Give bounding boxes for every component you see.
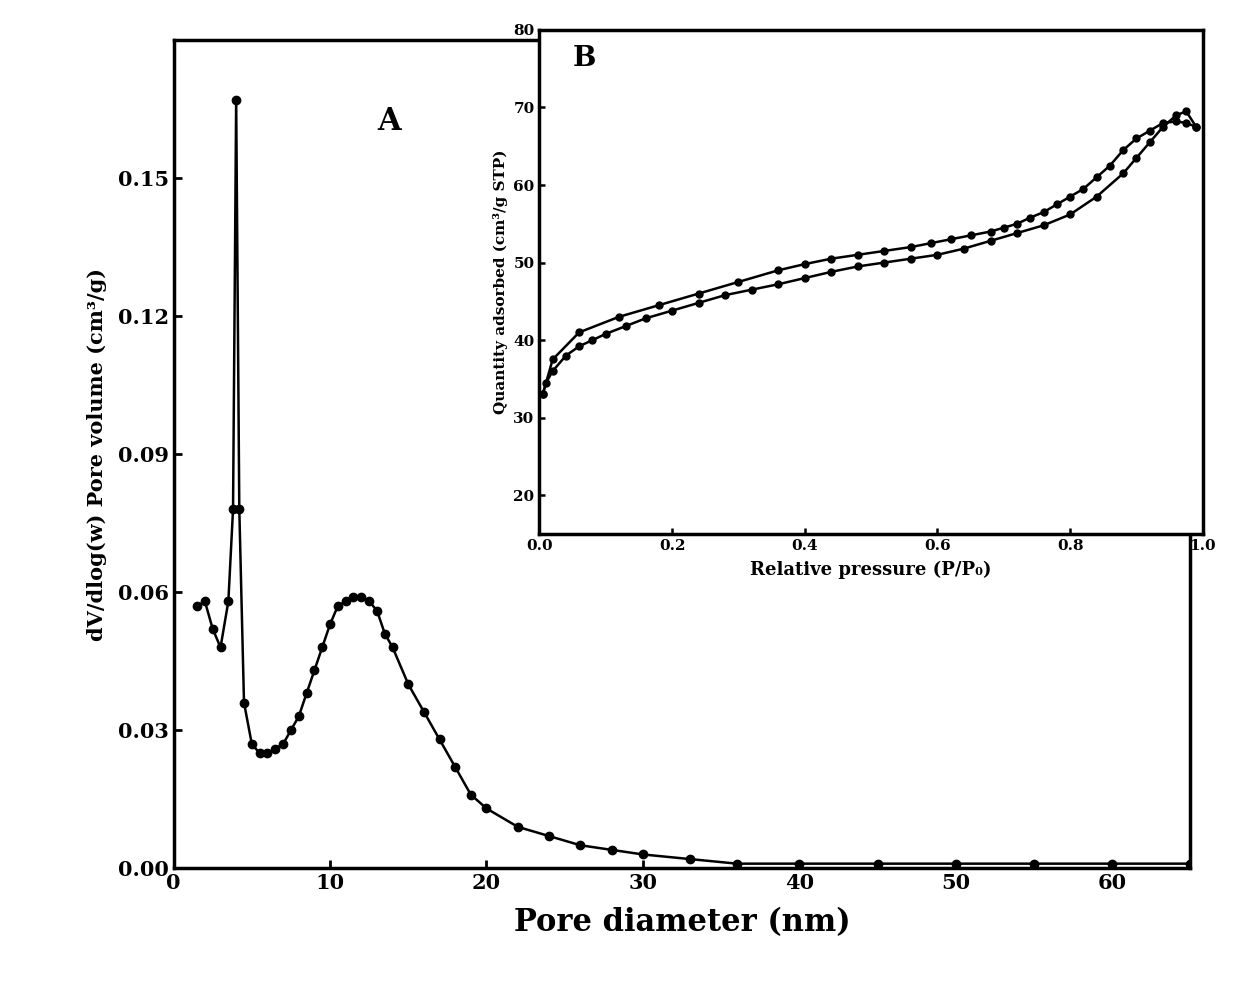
X-axis label: Pore diameter (nm): Pore diameter (nm) bbox=[513, 907, 851, 938]
Text: B: B bbox=[573, 45, 596, 72]
Y-axis label: dV/dlog(w) Pore volume (cm³/g): dV/dlog(w) Pore volume (cm³/g) bbox=[87, 267, 107, 641]
X-axis label: Relative pressure (P/P₀): Relative pressure (P/P₀) bbox=[750, 561, 992, 580]
Text: A: A bbox=[377, 106, 401, 137]
Y-axis label: Quantity adsorbed (cm³/g STP): Quantity adsorbed (cm³/g STP) bbox=[492, 150, 507, 414]
